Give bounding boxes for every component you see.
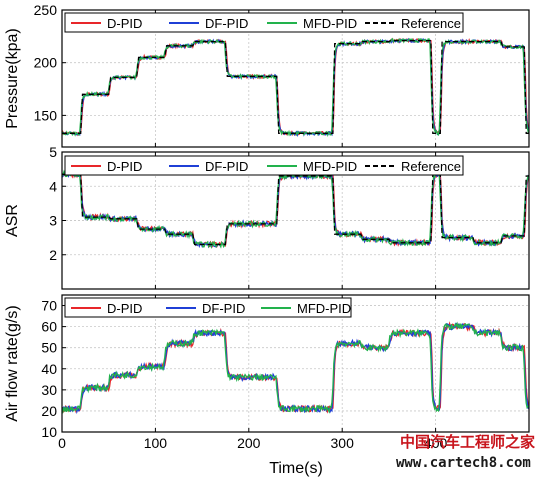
panel-3: 10 20 30 40 50 60 70 0 100 200 300 400 Air flow rate… <box>4 294 530 451</box>
y-tick-label: 50 <box>41 340 57 356</box>
x-tick-label: 100 <box>144 435 168 451</box>
plot-area <box>62 10 529 147</box>
watermark-url: www.cartech8.com <box>396 455 531 471</box>
legend-label: Reference <box>401 16 461 31</box>
legend-label: Reference <box>401 159 461 174</box>
y-tick-label: 3 <box>49 213 57 229</box>
y-tick-label: 5 <box>49 144 57 160</box>
x-axis-title: Time(s) <box>269 460 323 477</box>
legend-box <box>64 155 464 176</box>
series-line-mfd-pid <box>62 38 529 137</box>
legend-label: MFD-PID <box>303 159 357 174</box>
legend-label: D-PID <box>107 159 142 174</box>
x-tick-label: 200 <box>237 435 261 451</box>
y-axis-label: Air flow rate(g/s) <box>4 305 21 421</box>
x-tick-label: 300 <box>331 435 355 451</box>
series-group <box>62 321 529 415</box>
legend-label: DF-PID <box>202 301 245 316</box>
legend-label: DF-PID <box>205 159 248 174</box>
y-axis-label: ASR <box>4 204 21 237</box>
legend-label: D-PID <box>107 16 142 31</box>
y-tick-label: 4 <box>49 178 57 194</box>
y-tick-label: 2 <box>49 247 57 263</box>
y-tick-label: 40 <box>41 361 57 377</box>
plot-frame <box>61 9 530 148</box>
panel-2: 2 3 4 5 ASR D-PID DF-PID MFD-PID Reference <box>4 144 530 290</box>
y-axis-label: Pressure(kpa) <box>4 28 21 128</box>
series-line-mfd-pid <box>62 321 529 414</box>
x-tick-label: 0 <box>58 435 66 451</box>
watermark-cn: 中国汽车工程师之家 <box>400 433 535 451</box>
x-axis-label: Time(s) <box>269 460 323 477</box>
plot-frame <box>61 151 530 290</box>
series-line-reference <box>62 39 529 134</box>
panel-1: 150 200 250 Pressure(kpa) D-PID DF-PID MFD-PID… <box>4 2 530 148</box>
y-tick-label: 60 <box>41 319 57 335</box>
legend: D-PID DF-PID MFD-PID Reference <box>64 155 464 176</box>
y-tick-label: 250 <box>34 2 58 18</box>
y-tick-label: 20 <box>41 403 57 419</box>
legend-label: DF-PID <box>205 16 248 31</box>
watermark: 中国汽车工程师之家 www.cartech8.com <box>396 433 535 471</box>
x-tick-label: 400 <box>424 435 448 451</box>
legend-box <box>64 12 464 33</box>
y-tick-label: 150 <box>34 107 58 123</box>
legend: D-PID DF-PID MFD-PID Reference <box>64 12 464 33</box>
y-tick-label: 70 <box>41 298 57 314</box>
plot-frame <box>61 294 530 433</box>
series-group <box>62 37 529 138</box>
y-tick-label: 200 <box>34 55 58 71</box>
legend-box <box>64 297 352 318</box>
y-tick-label: 30 <box>41 382 57 398</box>
legend: D-PID DF-PID MFD-PID <box>64 297 352 318</box>
legend-label: MFD-PID <box>297 301 351 316</box>
legend-label: MFD-PID <box>303 16 357 31</box>
y-tick-label: 10 <box>41 424 57 440</box>
series-line-reference <box>62 173 529 246</box>
legend-label: D-PID <box>107 301 142 316</box>
